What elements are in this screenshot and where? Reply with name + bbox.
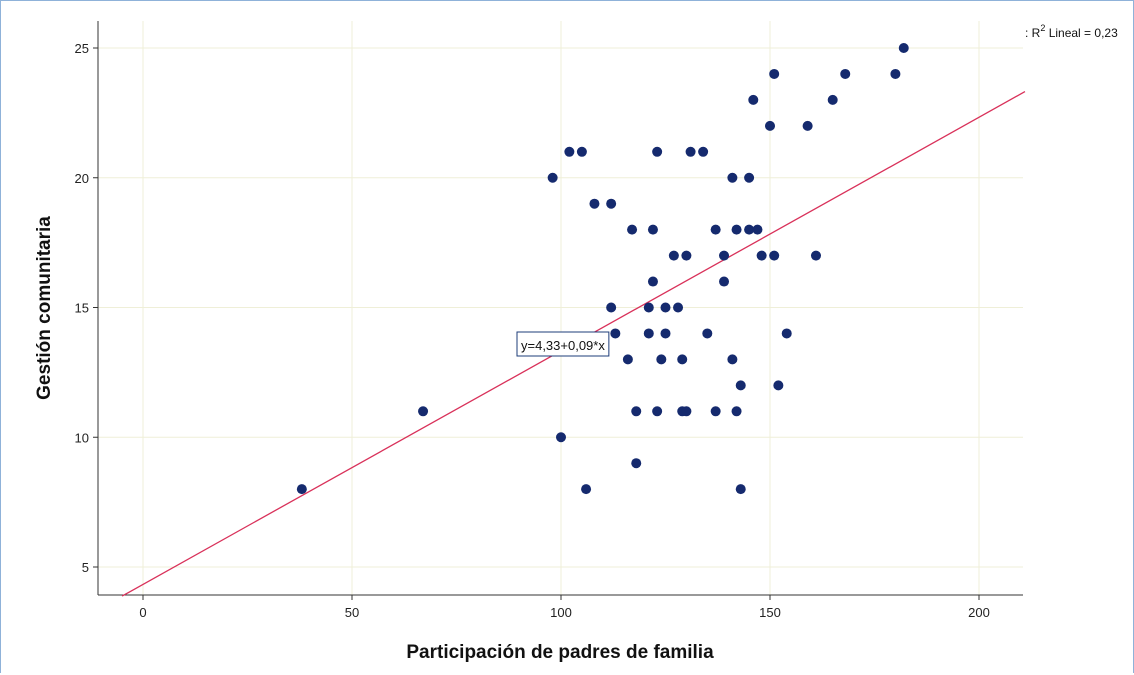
data-point (643, 328, 654, 339)
x-tick-label: 150 (759, 605, 781, 620)
data-point (840, 68, 851, 79)
data-point (681, 250, 692, 261)
data-point (710, 406, 721, 417)
data-point (769, 68, 780, 79)
y-tick-label: 5 (82, 560, 89, 575)
data-point (647, 224, 658, 235)
data-point (656, 354, 667, 365)
data-point (631, 406, 642, 417)
data-point (744, 224, 755, 235)
legend-prefix: : R (1025, 26, 1041, 40)
y-tick-label: 20 (75, 171, 89, 186)
data-point (765, 120, 775, 131)
data-point (418, 406, 429, 417)
legend-r2: : R2 Lineal = 0,23 (1025, 23, 1118, 40)
data-point (652, 406, 663, 417)
data-point (735, 380, 746, 391)
data-point (296, 484, 307, 495)
data-point (698, 146, 709, 157)
data-point (731, 406, 742, 417)
data-point (890, 68, 901, 79)
data-point (652, 146, 663, 157)
data-point (606, 302, 617, 313)
data-point (756, 250, 767, 261)
data-point (681, 406, 692, 417)
data-point (710, 224, 721, 235)
data-point (547, 172, 558, 183)
legend-suffix: Lineal = 0,23 (1045, 26, 1118, 40)
data-point (719, 250, 730, 261)
y-axis-title: Gestión comunitaria (34, 216, 55, 400)
data-point (576, 146, 587, 157)
equation-text: y=4,33+0,09*x (521, 338, 605, 353)
y-tick-label: 15 (75, 301, 89, 316)
data-point (564, 146, 575, 157)
x-axis-title: Participación de padres de familia (406, 642, 714, 663)
data-point (827, 94, 838, 105)
x-tick-label: 50 (345, 605, 359, 620)
data-point (556, 432, 566, 443)
data-point (752, 224, 763, 235)
data-point (685, 146, 696, 157)
data-point (727, 172, 738, 183)
data-point (744, 172, 755, 183)
data-point (622, 354, 633, 365)
data-point (769, 250, 780, 261)
y-tick-label: 25 (75, 41, 89, 56)
x-tick-label: 200 (968, 605, 990, 620)
data-point (802, 120, 813, 131)
grid (98, 21, 1023, 595)
data-points (296, 43, 909, 495)
y-tick-label: 10 (75, 430, 89, 445)
data-point (719, 276, 730, 287)
data-point (677, 354, 688, 365)
x-tick-label: 0 (139, 605, 146, 620)
x-tick-label: 100 (550, 605, 572, 620)
data-point (610, 328, 621, 339)
legend-superscript: 2 (1040, 23, 1045, 33)
data-point (643, 302, 654, 313)
data-point (589, 198, 600, 209)
data-point (810, 250, 821, 261)
data-point (660, 328, 671, 339)
data-point (727, 354, 738, 365)
data-point (781, 328, 792, 339)
data-point (647, 276, 658, 287)
axis-ticks: 0 50 100 150 200 5 10 15 20 25 (75, 41, 990, 620)
data-point (702, 328, 713, 339)
data-point (668, 250, 679, 261)
data-point (773, 380, 784, 391)
equation-label[interactable]: y=4,33+0,09*x (516, 331, 610, 357)
data-point (731, 224, 742, 235)
data-point (673, 302, 684, 313)
data-point (660, 302, 671, 313)
data-point (627, 224, 638, 235)
data-point (898, 43, 909, 53)
data-point (606, 198, 617, 209)
data-point (631, 458, 642, 469)
data-point (581, 484, 592, 495)
data-point (735, 484, 746, 495)
data-point (748, 94, 759, 105)
